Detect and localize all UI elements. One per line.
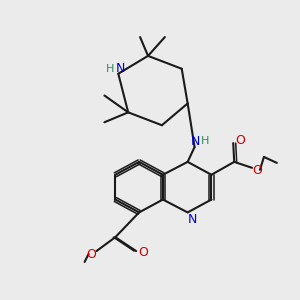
Text: O: O: [138, 245, 148, 259]
Text: H: H: [106, 64, 115, 74]
Text: N: N: [116, 62, 125, 75]
Text: O: O: [87, 248, 97, 260]
Text: N: N: [191, 135, 200, 148]
Text: N: N: [188, 213, 197, 226]
Text: O: O: [235, 134, 245, 147]
Text: O: O: [252, 164, 262, 177]
Text: H: H: [201, 136, 210, 146]
